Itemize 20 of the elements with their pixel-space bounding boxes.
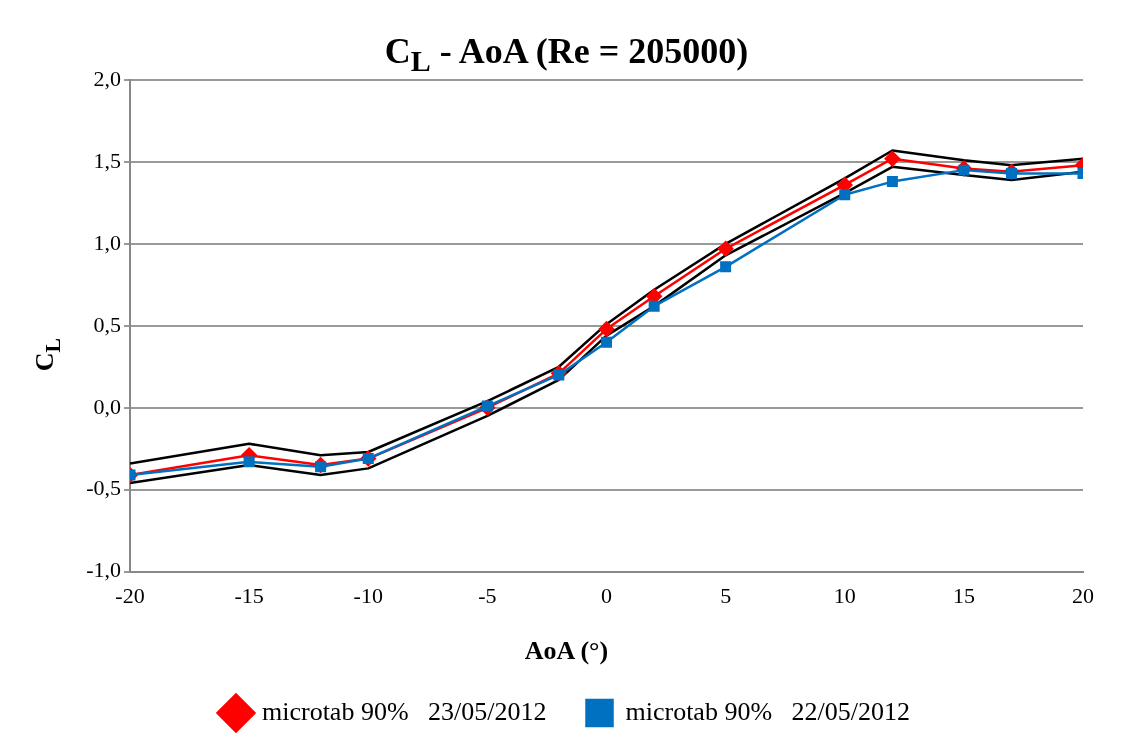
y-tick-label: 1,5 xyxy=(93,147,121,173)
x-tick-label: 10 xyxy=(833,582,856,608)
y-tick-label: 0,5 xyxy=(93,311,121,337)
x-tick-label: 15 xyxy=(952,582,975,608)
x-tick-label: -10 xyxy=(353,582,383,608)
chart-title: C$_{L}$ - AoA (Re = 205000) xyxy=(384,31,749,78)
y-tick-label: 2,0 xyxy=(93,65,121,91)
x-tick-label: -5 xyxy=(478,582,497,608)
x-tick-label: -15 xyxy=(234,582,264,608)
x-axis-title: AoA (°) xyxy=(523,636,610,666)
legend-label: microtab 90% 23/05/2012 xyxy=(261,696,547,726)
legend-label: microtab 90% 22/05/2012 xyxy=(625,696,911,726)
x-tick-label: 5 xyxy=(720,582,732,608)
x-tick-label: 0 xyxy=(601,582,612,608)
y-tick-label: -1,0 xyxy=(86,557,121,583)
y-tick-label: 0,0 xyxy=(93,393,121,419)
y-tick-label: 1,0 xyxy=(93,229,121,255)
x-tick-label: -20 xyxy=(115,582,145,608)
y-tick-label: -0,5 xyxy=(86,475,121,501)
x-tick-label: 20 xyxy=(1072,582,1094,608)
